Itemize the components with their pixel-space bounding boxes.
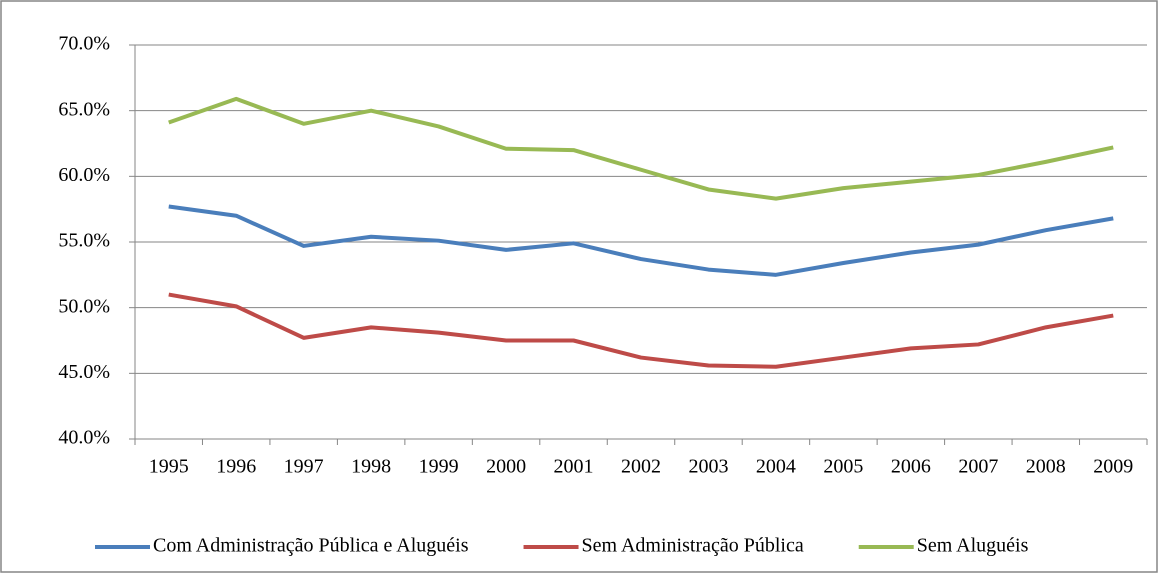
series-line <box>168 204 1114 277</box>
x-tick-label: 1999 <box>419 456 459 478</box>
x-tick-label: 2005 <box>823 456 863 478</box>
y-tick-label: 60.0% <box>58 164 110 186</box>
x-tick-label: 1996 <box>216 456 256 478</box>
y-tick-label: 40.0% <box>58 427 110 449</box>
x-tick-label: 2009 <box>1093 456 1133 478</box>
y-tick-label: 65.0% <box>58 98 110 120</box>
x-tick-label: 2007 <box>958 456 998 478</box>
x-tick-label: 1995 <box>149 456 189 478</box>
y-tick-label: 70.0% <box>58 33 110 55</box>
legend-label: Sem Aluguéis <box>917 535 1029 557</box>
legend-label: Com Administração Pública e Aluguéis <box>153 535 469 557</box>
y-tick-label: 50.0% <box>58 295 110 317</box>
x-tick-label: 2008 <box>1026 456 1066 478</box>
series-line <box>168 292 1114 369</box>
x-tick-label: 2004 <box>756 456 796 478</box>
x-tick-label: 2003 <box>688 456 728 478</box>
legend-label: Sem Administração Pública <box>582 535 804 557</box>
y-tick-label: 55.0% <box>58 230 110 252</box>
x-tick-label: 2001 <box>554 456 594 478</box>
x-tick-label: 2002 <box>621 456 661 478</box>
y-tick-label: 45.0% <box>58 361 110 383</box>
x-tick-label: 1998 <box>351 456 391 478</box>
x-tick-label: 2000 <box>486 456 526 478</box>
x-tick-label: 2006 <box>891 456 931 478</box>
series-line <box>168 96 1114 201</box>
x-tick-label: 1997 <box>284 456 324 478</box>
